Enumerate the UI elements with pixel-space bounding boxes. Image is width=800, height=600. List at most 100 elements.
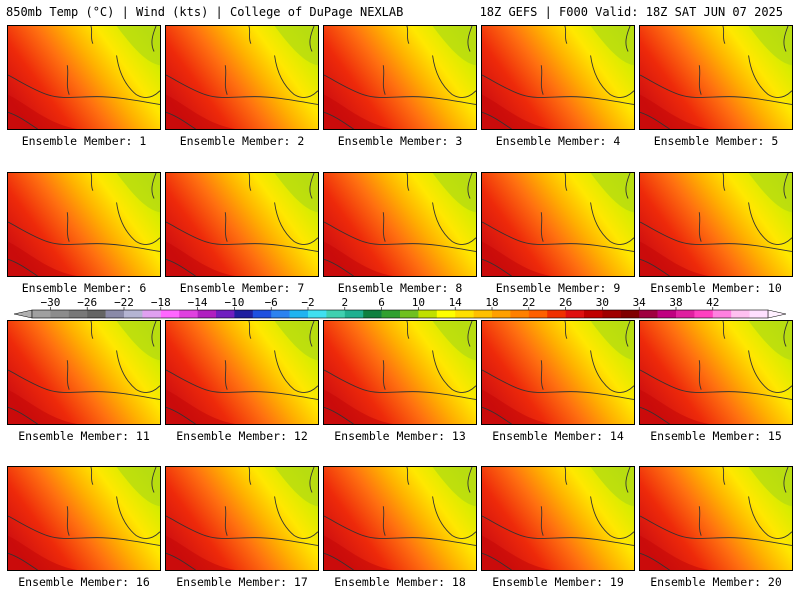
colorbar-swatch — [252, 310, 272, 318]
ensemble-member-caption: Ensemble Member: 19 — [492, 575, 624, 589]
ensemble-panel-10: Ensemble Member: 10 — [639, 172, 793, 295]
temperature-map — [323, 172, 477, 277]
temperature-map — [165, 172, 319, 277]
colorbar-swatch — [436, 310, 456, 318]
colorbar-tick-label: −30 — [40, 296, 60, 309]
temperature-map — [481, 320, 635, 425]
colorbar-tick-label: 6 — [378, 296, 385, 309]
colorbar-tick-label: −2 — [301, 296, 314, 309]
colorbar-tick-label: 30 — [596, 296, 609, 309]
colorbar-tick-label: 38 — [669, 296, 682, 309]
colorbar-swatch — [473, 310, 493, 318]
colorbar-swatch — [731, 310, 750, 318]
ensemble-member-caption: Ensemble Member: 4 — [495, 134, 621, 148]
ensemble-panel-19: Ensemble Member: 19 — [481, 466, 635, 589]
ensemble-member-caption: Ensemble Member: 14 — [492, 429, 624, 443]
ensemble-member-caption: Ensemble Member: 20 — [650, 575, 782, 589]
colorbar-right-arrow — [767, 309, 787, 319]
ensemble-member-caption: Ensemble Member: 12 — [176, 429, 308, 443]
ensemble-panel-5: Ensemble Member: 5 — [639, 25, 793, 148]
ensemble-panel-14: Ensemble Member: 14 — [481, 320, 635, 443]
ensemble-member-caption: Ensemble Member: 11 — [18, 429, 150, 443]
temperature-colorbar: −30 −26 −22 −18 −14 −10 −6 −2 2 6 10 14 18 22 26 30 34 38… — [13, 296, 787, 319]
colorbar-swatch — [326, 310, 346, 318]
ensemble-panel-2: Ensemble Member: 2 — [165, 25, 319, 148]
ensemble-panel-12: Ensemble Member: 12 — [165, 320, 319, 443]
colorbar-swatch — [289, 310, 309, 318]
colorbar-tick-label: 18 — [485, 296, 498, 309]
temperature-map — [7, 172, 161, 277]
colorbar-swatch — [381, 310, 401, 318]
ensemble-panel-11: Ensemble Member: 11 — [7, 320, 161, 443]
ensemble-panel-6: Ensemble Member: 6 — [7, 172, 161, 295]
colorbar-swatch — [32, 310, 51, 318]
temperature-map — [165, 25, 319, 130]
temperature-map — [7, 466, 161, 571]
ensemble-member-caption: Ensemble Member: 6 — [21, 281, 147, 295]
colorbar-left-arrow — [13, 309, 33, 319]
colorbar-swatch — [749, 310, 769, 318]
chart-title: 850mb Temp (°C) | Wind (kts) | College o… — [6, 5, 404, 19]
colorbar-tick-label: 42 — [706, 296, 719, 309]
ensemble-member-caption: Ensemble Member: 2 — [179, 134, 305, 148]
colorbar-swatch — [197, 310, 217, 318]
colorbar-swatch — [68, 310, 88, 318]
ensemble-member-caption: Ensemble Member: 7 — [179, 281, 305, 295]
colorbar-swatch — [271, 310, 290, 318]
colorbar-swatch — [216, 310, 235, 318]
colorbar-tick-label: −14 — [188, 296, 208, 309]
colorbar-swatch — [50, 310, 70, 318]
colorbar-tick-label: −18 — [151, 296, 171, 309]
colorbar-swatch — [308, 310, 327, 318]
colorbar-tick-label: 22 — [522, 296, 535, 309]
colorbar-swatch — [179, 310, 198, 318]
colorbar-outline — [31, 309, 769, 319]
colorbar-swatch — [712, 310, 732, 318]
colorbar-swatch — [234, 310, 254, 318]
ensemble-member-caption: Ensemble Member: 10 — [650, 281, 782, 295]
colorbar-swatch — [455, 310, 474, 318]
colorbar-swatch — [105, 310, 125, 318]
ensemble-panel-4: Ensemble Member: 4 — [481, 25, 635, 148]
ensemble-member-caption: Ensemble Member: 15 — [650, 429, 782, 443]
temperature-map — [481, 25, 635, 130]
temperature-map — [639, 320, 793, 425]
ensemble-panel-16: Ensemble Member: 16 — [7, 466, 161, 589]
temperature-map — [165, 320, 319, 425]
temperature-map — [165, 466, 319, 571]
ensemble-panel-20: Ensemble Member: 20 — [639, 466, 793, 589]
colorbar-swatch — [657, 310, 677, 318]
colorbar-swatch — [694, 310, 714, 318]
colorbar-tick-label: 2 — [341, 296, 348, 309]
ensemble-panel-1: Ensemble Member: 1 — [7, 25, 161, 148]
colorbar-swatch — [492, 310, 511, 318]
colorbar-swatch — [620, 310, 640, 318]
colorbar-swatch — [602, 310, 622, 318]
temperature-map — [481, 466, 635, 571]
temperature-map — [481, 172, 635, 277]
colorbar-tick-label: −6 — [265, 296, 278, 309]
ensemble-member-caption: Ensemble Member: 13 — [334, 429, 466, 443]
colorbar-tick-label: 10 — [412, 296, 425, 309]
colorbar-tick-label: 14 — [449, 296, 463, 309]
ensemble-member-caption: Ensemble Member: 8 — [337, 281, 463, 295]
colorbar-swatch — [565, 310, 585, 318]
temperature-map — [7, 25, 161, 130]
ensemble-panel-18: Ensemble Member: 18 — [323, 466, 477, 589]
colorbar-tick-label: −26 — [77, 296, 97, 309]
ensemble-panel-7: Ensemble Member: 7 — [165, 172, 319, 295]
colorbar-swatch — [400, 310, 419, 318]
colorbar-tick-label: 26 — [559, 296, 572, 309]
ensemble-panel-9: Ensemble Member: 9 — [481, 172, 635, 295]
temperature-map — [639, 25, 793, 130]
colorbar-tick-label: −10 — [224, 296, 244, 309]
temperature-map — [639, 466, 793, 571]
temperature-map — [323, 25, 477, 130]
colorbar-swatch — [418, 310, 438, 318]
colorbar-swatch — [510, 310, 530, 318]
ensemble-panel-8: Ensemble Member: 8 — [323, 172, 477, 295]
ensemble-member-caption: Ensemble Member: 18 — [334, 575, 466, 589]
ensemble-member-caption: Ensemble Member: 16 — [18, 575, 150, 589]
colorbar-swatch — [584, 310, 603, 318]
colorbar-swatch — [676, 310, 695, 318]
